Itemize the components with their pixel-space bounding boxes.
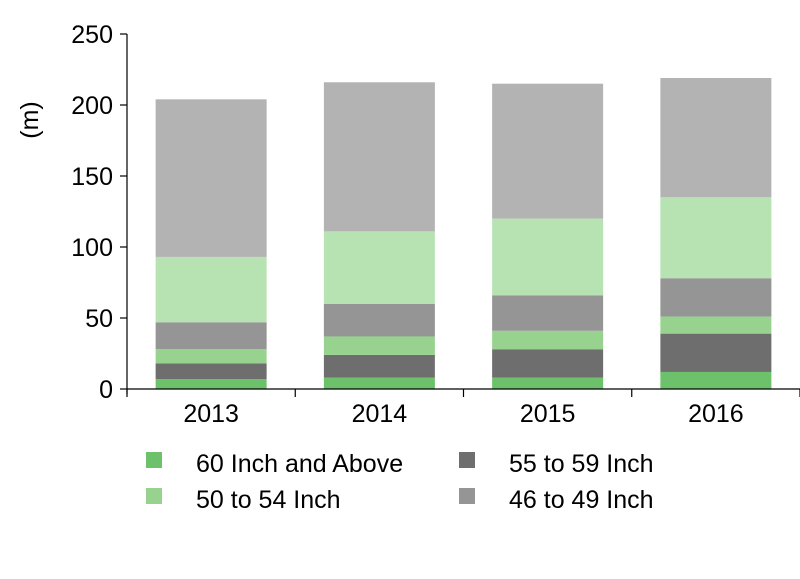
legend-label-2: 50 to 54 Inch xyxy=(196,486,341,514)
y-tick-label-250: 250 xyxy=(71,21,113,49)
bar-segment-2015-4 xyxy=(492,218,604,296)
y-tick-label-50: 50 xyxy=(85,305,113,333)
x-tick-label-2014: 2014 xyxy=(352,400,408,428)
bar-segment-2016-0 xyxy=(660,371,772,389)
bar-segment-2014-0 xyxy=(323,377,435,389)
y-tick-label-200: 200 xyxy=(71,92,113,120)
bar-segment-2014-5 xyxy=(323,82,435,232)
bar-segment-2015-3 xyxy=(492,295,604,331)
legend-label-3: 46 to 49 Inch xyxy=(509,486,654,514)
bar-segment-2015-1 xyxy=(492,349,604,378)
bar-segment-2014-3 xyxy=(323,303,435,337)
bar-segment-2013-2 xyxy=(155,349,267,364)
legend: 60 Inch and Above 55 to 59 Inch 50 to 54 I… xyxy=(146,450,654,514)
bar-segment-2014-1 xyxy=(323,354,435,378)
bar-segment-2015-0 xyxy=(492,377,604,389)
y-axis-label: (m) xyxy=(16,101,44,138)
bar-segment-2015-2 xyxy=(492,330,604,350)
bar-segment-2013-3 xyxy=(155,322,267,350)
y-tick-label-150: 150 xyxy=(71,163,113,191)
y-tick-label-100: 100 xyxy=(71,234,113,262)
bar-segment-2015-5 xyxy=(492,83,604,219)
x-tick-label-2015: 2015 xyxy=(520,400,576,428)
bar-segment-2013-1 xyxy=(155,363,267,380)
legend-swatch-3 xyxy=(459,488,475,504)
legend-swatch-1 xyxy=(459,452,475,468)
bar-segment-2013-4 xyxy=(155,256,267,323)
bar-segment-2013-0 xyxy=(155,379,267,389)
bars-group: 2013 2014 2015 2016 xyxy=(155,78,772,428)
x-tick-label-2013: 2013 xyxy=(183,400,239,428)
legend-swatch-0 xyxy=(146,452,162,468)
bar-segment-2016-4 xyxy=(660,197,772,279)
legend-label-1: 55 to 59 Inch xyxy=(509,450,654,478)
bar-segment-2016-5 xyxy=(660,78,772,198)
x-tick-label-2016: 2016 xyxy=(688,400,744,428)
bar-segment-2014-2 xyxy=(323,336,435,355)
bar-segment-2016-3 xyxy=(660,278,772,317)
bar-segment-2013-5 xyxy=(155,99,267,257)
y-tick-label-0: 0 xyxy=(99,376,113,404)
legend-swatch-2 xyxy=(146,488,162,504)
bar-segment-2016-2 xyxy=(660,316,772,334)
legend-label-0: 60 Inch and Above xyxy=(196,450,403,478)
bar-segment-2016-1 xyxy=(660,333,772,372)
axes-group: 0 50 100 150 200 250 xyxy=(71,21,800,404)
bar-segment-2014-4 xyxy=(323,231,435,304)
